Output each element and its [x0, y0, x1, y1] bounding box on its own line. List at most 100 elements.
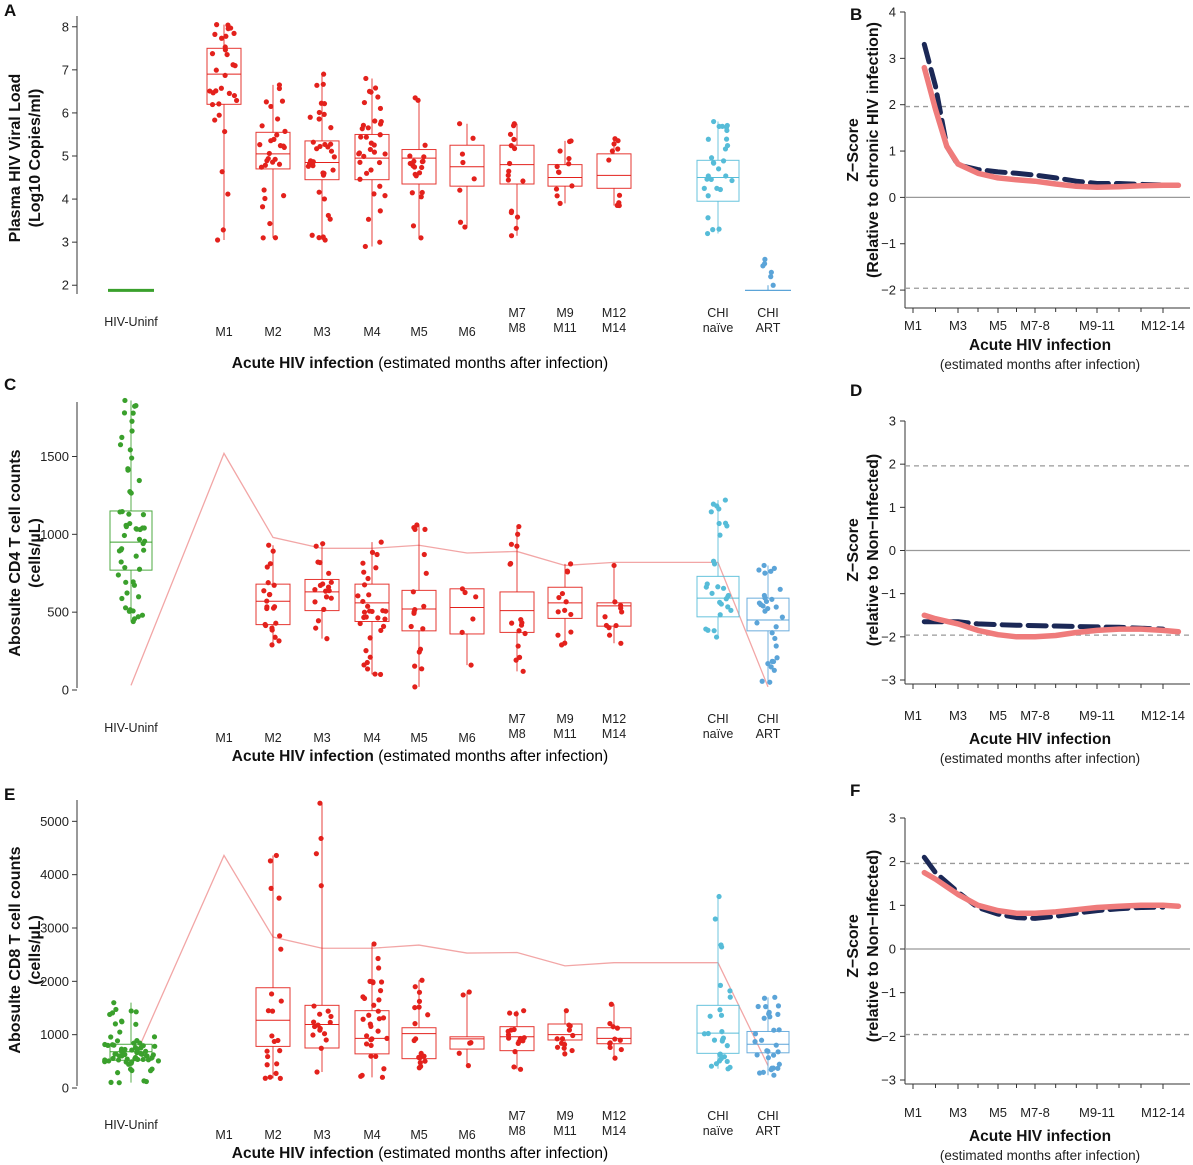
data-point-e [376, 997, 382, 1003]
data-point-e [128, 1008, 134, 1014]
z-series-solid-b [921, 64, 1182, 190]
category-label-c: M2 [264, 731, 281, 745]
data-point-e [727, 988, 733, 994]
data-point-c [509, 620, 515, 626]
y-tick-label-c: 500 [47, 605, 69, 620]
data-point-a [382, 151, 388, 157]
data-point-a [219, 169, 225, 175]
data-point-c [140, 525, 146, 531]
data-point-a [270, 159, 276, 165]
data-point-a [219, 35, 225, 41]
data-point-a [705, 193, 711, 199]
data-point-a [554, 193, 560, 199]
data-point-a [314, 146, 320, 152]
data-point-e [274, 1061, 280, 1067]
x-tick-label-b: M7-8 [1020, 318, 1050, 333]
data-point-c [419, 666, 425, 672]
data-point-a [209, 51, 216, 57]
x-tick-label-b: M3 [949, 318, 967, 333]
data-point-a [508, 209, 514, 216]
data-point-c [121, 532, 127, 539]
data-point-c [520, 668, 526, 674]
data-point-a [382, 193, 388, 199]
data-point-c [375, 615, 381, 621]
data-point-e [517, 1066, 524, 1072]
data-point-e [708, 1063, 715, 1069]
data-point-c [320, 581, 326, 587]
y-tick-label-a: 3 [62, 235, 69, 250]
data-point-e [717, 982, 724, 988]
data-point-c [363, 648, 369, 654]
data-point-a [274, 116, 281, 122]
data-point-e [371, 1002, 377, 1008]
data-point-c [773, 643, 779, 649]
data-point-c [267, 561, 273, 567]
data-point-e [763, 1004, 769, 1010]
data-point-e [115, 1057, 122, 1063]
data-point-a [724, 122, 730, 129]
xsubtitle-d: (estimated months after infection) [940, 751, 1140, 766]
data-point-c [724, 523, 730, 529]
data-point-a [722, 146, 729, 152]
y-tick-label-b: 2 [889, 97, 896, 112]
data-point-c [367, 635, 373, 641]
data-point-e [277, 1075, 283, 1081]
data-point-a [257, 142, 263, 148]
data-point-a [314, 82, 320, 88]
data-point-e [716, 893, 722, 900]
data-point-a [282, 128, 288, 134]
ylabel-e-line1: Abosulte CD8 T cell counts [7, 846, 24, 1053]
data-point-a [377, 239, 383, 245]
box-a [449, 144, 485, 187]
data-point-a [377, 208, 383, 214]
data-point-c [728, 607, 734, 613]
data-point-c [122, 397, 128, 404]
data-point-c [380, 608, 386, 614]
data-point-a [720, 158, 727, 164]
data-point-c [765, 605, 771, 612]
y-tick-label-f: 2 [889, 854, 896, 869]
category-label-c: M9 M11 [553, 712, 576, 741]
data-point-c [355, 593, 361, 599]
data-point-e [311, 1019, 317, 1025]
data-point-c [559, 590, 566, 597]
data-point-c [323, 594, 330, 600]
data-point-e [412, 1004, 418, 1011]
data-point-c [705, 627, 711, 633]
data-point-a [457, 219, 464, 225]
data-point-e [707, 1013, 713, 1019]
data-point-e [384, 1035, 390, 1041]
data-point-c [378, 627, 384, 634]
data-point-a [316, 235, 322, 241]
data-point-c [421, 603, 427, 609]
ylabel-c: Abosulte CD4 T cell counts (cells/µL) [7, 449, 44, 656]
data-point-a [611, 141, 617, 147]
y-tick-label-a: 7 [62, 62, 69, 77]
data-point-a [569, 183, 575, 189]
y-tick-label-f: 1 [889, 898, 896, 913]
data-point-e [554, 1044, 561, 1050]
box-c [499, 591, 535, 633]
data-point-e [776, 1061, 782, 1067]
data-point-a [262, 195, 268, 202]
xsubtitle-f: (estimated months after infection) [940, 1148, 1140, 1163]
data-point-c [127, 607, 133, 613]
data-point-c [711, 561, 718, 567]
data-point-a [615, 138, 621, 144]
data-point-e [607, 1040, 613, 1047]
data-point-e [775, 1003, 782, 1009]
data-point-e [517, 1035, 524, 1042]
data-point-c [261, 588, 267, 594]
data-point-a [361, 153, 367, 159]
data-point-c [369, 549, 376, 555]
data-point-c [380, 623, 387, 629]
data-point-a [407, 160, 413, 167]
data-point-e [264, 1062, 270, 1068]
data-point-e [368, 1023, 374, 1030]
category-label-c: M4 [363, 731, 380, 745]
data-point-c [271, 582, 277, 588]
x-tick-label-f: M3 [949, 1105, 967, 1120]
data-point-a [615, 146, 621, 152]
data-point-a [216, 112, 222, 118]
data-point-c [360, 560, 366, 566]
